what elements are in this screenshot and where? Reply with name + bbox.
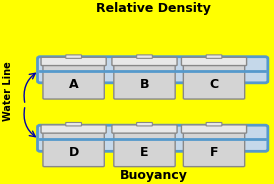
FancyBboxPatch shape <box>114 61 175 99</box>
FancyBboxPatch shape <box>181 125 247 133</box>
FancyBboxPatch shape <box>206 55 222 58</box>
FancyBboxPatch shape <box>112 125 177 133</box>
FancyBboxPatch shape <box>183 61 245 99</box>
Text: Buoyancy: Buoyancy <box>119 169 187 182</box>
Text: E: E <box>140 146 149 159</box>
FancyBboxPatch shape <box>137 55 152 58</box>
Text: D: D <box>68 146 79 159</box>
FancyBboxPatch shape <box>137 123 152 126</box>
Text: B: B <box>140 78 149 91</box>
FancyBboxPatch shape <box>112 57 177 66</box>
FancyBboxPatch shape <box>114 129 175 167</box>
FancyBboxPatch shape <box>66 123 81 126</box>
FancyBboxPatch shape <box>38 57 268 83</box>
Text: F: F <box>210 146 218 159</box>
FancyBboxPatch shape <box>206 123 222 126</box>
Text: A: A <box>69 78 78 91</box>
FancyBboxPatch shape <box>183 129 245 167</box>
FancyBboxPatch shape <box>43 61 104 99</box>
FancyBboxPatch shape <box>38 125 268 151</box>
Text: Relative Density: Relative Density <box>96 2 211 15</box>
FancyBboxPatch shape <box>41 57 106 66</box>
FancyBboxPatch shape <box>43 129 104 167</box>
FancyBboxPatch shape <box>181 57 247 66</box>
FancyBboxPatch shape <box>41 125 106 133</box>
Text: Water Line: Water Line <box>2 61 13 121</box>
Text: C: C <box>209 78 219 91</box>
FancyBboxPatch shape <box>66 55 81 58</box>
